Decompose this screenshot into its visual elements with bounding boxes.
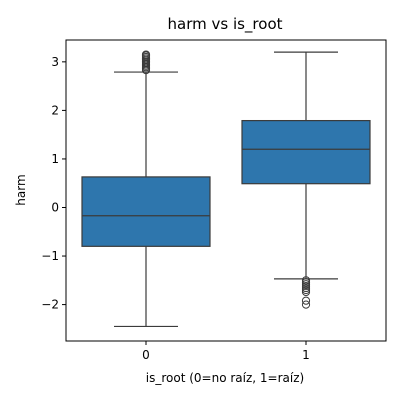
y-tick-label: 3: [51, 55, 59, 69]
y-tick-label: 0: [51, 200, 59, 214]
box-group-0: [81, 50, 211, 328]
outlier-point: [141, 50, 151, 59]
x-tick-label: 0: [142, 348, 150, 362]
y-tick-label: 2: [51, 103, 59, 117]
y-tick-label: −2: [41, 298, 59, 312]
outlier-point: [301, 300, 311, 309]
y-tick-label: −1: [41, 249, 59, 263]
outlier-point: [301, 287, 311, 297]
plot-frame: [65, 39, 387, 342]
box-iqr: [81, 176, 211, 247]
y-tick-label: 1: [51, 152, 59, 166]
box-iqr: [241, 119, 371, 185]
y-axis-label: harm: [14, 174, 28, 205]
outlier-point: [301, 296, 311, 305]
x-tick-label: 1: [302, 348, 310, 362]
x-axis-label: is_root (0=no raíz, 1=raíz): [146, 371, 304, 385]
plot-area: [81, 50, 371, 328]
box-group-1: [241, 51, 371, 309]
y-axis: −2 −1 0 1 2 3: [41, 55, 66, 312]
chart-title: harm vs is_root: [168, 15, 283, 34]
